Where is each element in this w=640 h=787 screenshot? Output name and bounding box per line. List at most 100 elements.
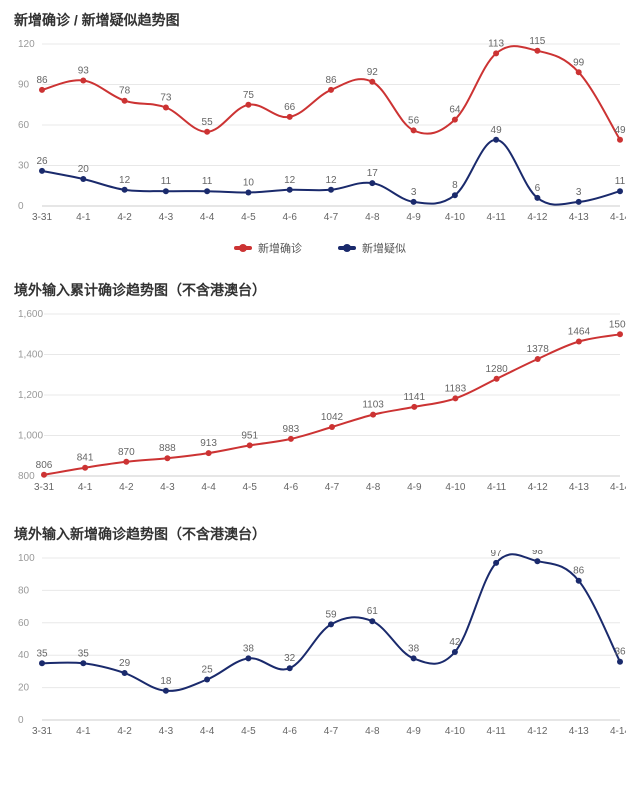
point-label: 55	[202, 117, 214, 128]
point-label: 113	[488, 38, 504, 49]
point-label: 1500	[609, 319, 626, 330]
series-marker	[245, 655, 251, 661]
point-label: 11	[202, 176, 213, 187]
x-tick-label: 4-6	[282, 212, 297, 223]
point-label: 49	[491, 125, 503, 136]
point-label: 11	[161, 176, 172, 187]
point-label: 806	[36, 460, 53, 471]
chart2-svg: 8001,0001,2001,4001,6003-314-14-24-34-44…	[14, 306, 626, 506]
series-marker	[122, 187, 128, 193]
point-label: 26	[36, 156, 48, 167]
y-tick-label: 1,400	[18, 350, 43, 361]
chart2-plot: 8001,0001,2001,4001,6003-314-14-24-34-44…	[14, 306, 626, 506]
series-marker	[164, 455, 170, 461]
x-tick-label: 4-5	[241, 726, 256, 737]
x-tick-label: 4-12	[527, 726, 547, 737]
chart3-block: 境外输入新增确诊趋势图（不含港澳台） 0204060801003-314-14-…	[0, 514, 640, 758]
point-label: 32	[284, 653, 296, 664]
x-tick-label: 4-10	[445, 482, 465, 493]
point-label: 20	[78, 164, 90, 175]
point-label: 25	[202, 665, 214, 676]
point-label: 1141	[404, 392, 426, 403]
y-tick-label: 800	[18, 471, 35, 482]
series-marker	[122, 98, 128, 104]
x-tick-label: 3-31	[32, 726, 52, 737]
x-tick-label: 4-8	[366, 482, 381, 493]
x-tick-label: 4-14	[610, 726, 626, 737]
series-marker	[329, 424, 335, 430]
series-marker	[452, 395, 458, 401]
series-marker	[123, 459, 129, 465]
y-tick-label: 40	[18, 650, 30, 661]
point-label: 1042	[321, 412, 344, 423]
series-marker	[493, 137, 499, 143]
x-tick-label: 4-13	[569, 212, 589, 223]
x-tick-label: 4-3	[160, 482, 175, 493]
point-label: 870	[118, 447, 135, 458]
series-marker	[534, 195, 540, 201]
series-marker	[493, 560, 499, 566]
point-label: 3	[576, 187, 582, 198]
point-label: 92	[367, 67, 379, 78]
point-label: 38	[408, 643, 420, 654]
point-label: 12	[119, 175, 131, 186]
series-marker	[576, 578, 582, 584]
point-label: 86	[573, 566, 585, 577]
legend-item-0: 新增确诊	[234, 240, 302, 256]
point-label: 12	[325, 175, 337, 186]
chart1-title: 新增确诊 / 新增疑似趋势图	[14, 10, 626, 30]
series-marker	[328, 187, 334, 193]
y-tick-label: 1,200	[18, 390, 43, 401]
point-label: 841	[77, 453, 94, 464]
legend-label: 新增疑似	[362, 240, 406, 256]
y-tick-label: 80	[18, 585, 30, 596]
x-tick-label: 4-9	[406, 726, 421, 737]
series-marker	[576, 199, 582, 205]
chart1-block: 新增确诊 / 新增疑似趋势图 03060901203-314-14-24-34-…	[0, 0, 640, 270]
y-tick-label: 0	[18, 201, 24, 212]
series-marker	[163, 105, 169, 111]
series-marker	[576, 69, 582, 75]
series-marker	[163, 188, 169, 194]
x-tick-label: 4-1	[76, 212, 91, 223]
series-marker	[204, 129, 210, 135]
point-label: 75	[243, 90, 255, 101]
x-tick-label: 4-3	[159, 212, 174, 223]
x-tick-label: 4-2	[117, 726, 132, 737]
series-marker	[617, 659, 623, 665]
series-marker	[80, 176, 86, 182]
x-tick-label: 4-7	[324, 726, 339, 737]
point-label: 3	[411, 187, 417, 198]
y-tick-label: 60	[18, 120, 30, 131]
chart1-legend: 新增确诊 新增疑似	[14, 236, 626, 262]
series-marker	[411, 404, 417, 410]
point-label: 61	[367, 606, 379, 617]
series-marker	[204, 677, 210, 683]
chart3-svg: 0204060801003-314-14-24-34-44-54-64-74-8…	[14, 550, 626, 750]
y-tick-label: 20	[18, 683, 30, 694]
point-label: 10	[243, 178, 255, 189]
x-tick-label: 4-13	[569, 726, 589, 737]
x-tick-label: 4-9	[407, 482, 422, 493]
x-tick-label: 4-7	[325, 482, 340, 493]
series-marker	[80, 78, 86, 84]
legend-swatch	[234, 246, 252, 250]
series-marker	[245, 190, 251, 196]
x-tick-label: 4-7	[324, 212, 339, 223]
point-label: 59	[325, 609, 337, 620]
x-tick-label: 4-12	[528, 482, 548, 493]
series-marker	[287, 187, 293, 193]
point-label: 1103	[362, 400, 384, 411]
point-label: 86	[325, 75, 337, 86]
chart3-title: 境外输入新增确诊趋势图（不含港澳台）	[14, 524, 626, 544]
y-tick-label: 0	[18, 715, 24, 726]
series-marker	[535, 356, 541, 362]
x-tick-label: 4-11	[486, 212, 506, 223]
x-tick-label: 3-31	[34, 482, 54, 493]
chart3-plot: 0204060801003-314-14-24-34-44-54-64-74-8…	[14, 550, 626, 750]
x-tick-label: 4-5	[241, 212, 256, 223]
point-label: 78	[119, 86, 131, 97]
series-marker	[576, 339, 582, 345]
y-tick-label: 1,000	[18, 431, 43, 442]
y-tick-label: 60	[18, 618, 30, 629]
